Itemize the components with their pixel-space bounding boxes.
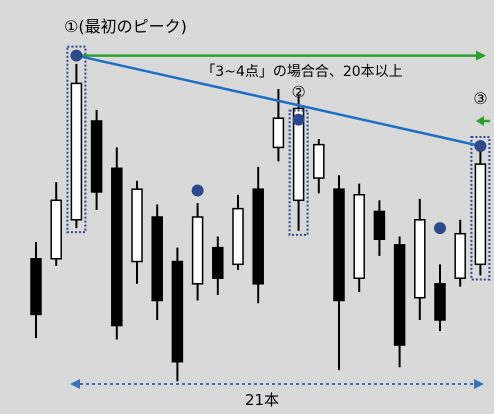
candle-body-bullish bbox=[50, 199, 62, 260]
candle-body-bullish bbox=[232, 207, 244, 266]
peak-label-1: ①(最初のピーク) bbox=[64, 17, 187, 36]
small-green-arrow-head bbox=[476, 116, 484, 127]
peak-marker-dot bbox=[434, 222, 446, 235]
candle-body-bullish bbox=[454, 232, 466, 279]
peak-marker-dot bbox=[191, 184, 204, 197]
candle-body-bearish bbox=[333, 188, 345, 302]
peak-highlight-box bbox=[288, 109, 309, 236]
candle-body-bearish bbox=[393, 244, 406, 346]
peak-label-3: ③ bbox=[473, 89, 487, 108]
candle-body-bullish bbox=[313, 143, 325, 179]
candle-body-bullish bbox=[414, 219, 426, 299]
candle-body-bullish bbox=[292, 107, 305, 202]
candle-body-bearish bbox=[252, 188, 264, 285]
peak-highlight-box bbox=[66, 45, 87, 234]
horizontal-arrow-head bbox=[476, 50, 486, 61]
candle-body-bullish bbox=[272, 117, 285, 149]
candle-body-bullish bbox=[474, 163, 487, 266]
peak-marker-dot bbox=[70, 49, 83, 62]
candle-body-bearish bbox=[90, 120, 103, 193]
peak-marker-dot bbox=[474, 140, 487, 153]
candle-body-bullish bbox=[191, 216, 204, 285]
candle-body-bearish bbox=[30, 258, 42, 316]
span-label-text: 21本 bbox=[245, 391, 279, 409]
peak-highlight-box bbox=[470, 136, 491, 281]
peak-label-2: ② bbox=[291, 83, 305, 102]
candle-body-bearish bbox=[111, 167, 123, 327]
span-arrow-head-right bbox=[474, 379, 484, 389]
candle-body-bullish bbox=[353, 193, 365, 279]
trend-note-text: 「3~4点」の場合合、20本以上 bbox=[201, 64, 402, 80]
candle-body-bearish bbox=[151, 216, 163, 302]
candle-body-bearish bbox=[171, 260, 184, 363]
span-arrow-head-left bbox=[70, 379, 80, 389]
candle-body-bearish bbox=[434, 283, 446, 321]
candle-body-bearish bbox=[212, 246, 224, 279]
downward-trendline bbox=[76, 54, 481, 148]
peak-marker-dot bbox=[292, 113, 305, 126]
candle-body-bullish bbox=[70, 82, 83, 221]
candle-body-bearish bbox=[373, 210, 386, 241]
candle-body-bullish bbox=[131, 188, 143, 263]
